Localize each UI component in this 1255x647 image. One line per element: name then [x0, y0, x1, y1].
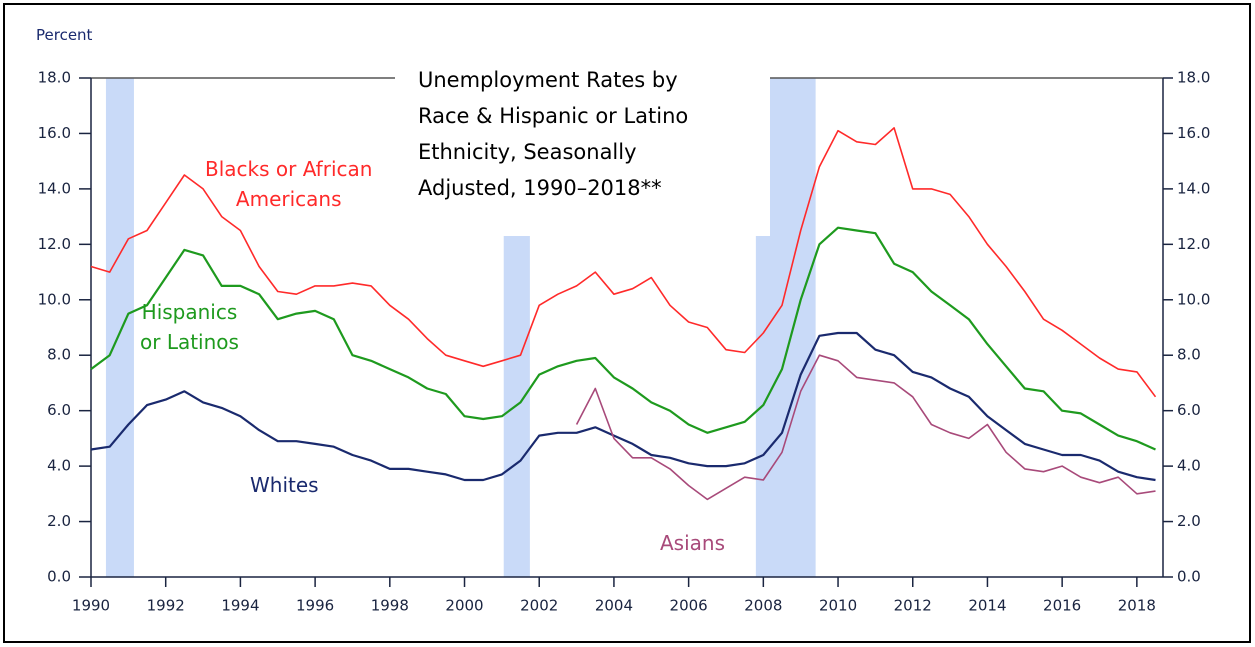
y2-tick-label: 10.0 [1177, 290, 1210, 308]
x-tick-label: 2016 [1043, 597, 1081, 615]
y-tick-label: 18.0 [38, 69, 71, 87]
y2-tick-label: 18.0 [1177, 69, 1210, 87]
y-tick-label: 16.0 [38, 124, 71, 142]
y-tick-label: 12.0 [38, 235, 71, 253]
series-label: Hispanics or Latinos [140, 300, 239, 354]
series-label: Blacks or African Americans [205, 157, 373, 211]
y-tick-label: 4.0 [47, 457, 71, 475]
x-tick-label: 2008 [744, 597, 782, 615]
y-tick-label: 8.0 [47, 346, 71, 364]
y2-tick-label: 0.0 [1177, 568, 1201, 586]
series-label: Asians [660, 531, 726, 555]
y-tick-label: 14.0 [38, 179, 71, 197]
series-line [90, 127, 1157, 398]
y2-tick-label: 12.0 [1177, 235, 1210, 253]
x-tick-label: 2012 [894, 597, 932, 615]
y2-tick-label: 8.0 [1177, 346, 1201, 364]
x-tick-label: 1992 [147, 597, 185, 615]
x-tick-label: 2000 [445, 597, 483, 615]
frame [3, 3, 1251, 643]
y-tick-label: 6.0 [47, 401, 71, 419]
y-tick-label: 10.0 [38, 290, 71, 308]
chart-title: Unemployment Rates by Race & Hispanic or… [418, 68, 689, 200]
series-label: Whites [250, 473, 319, 497]
y-axis-label: Percent [36, 26, 93, 44]
y2-tick-label: 6.0 [1177, 401, 1201, 419]
x-tick-label: 2006 [670, 597, 708, 615]
x-tick-label: 2010 [819, 597, 857, 615]
series-line [575, 354, 1156, 501]
x-tick-label: 1990 [72, 597, 110, 615]
title-background [395, 62, 770, 236]
x-tick-label: 1998 [371, 597, 409, 615]
x-tick-label: 2018 [1118, 597, 1156, 615]
x-tick-label: 2004 [595, 597, 633, 615]
series-line [90, 226, 1156, 451]
y-tick-label: 2.0 [47, 512, 71, 530]
series-line [90, 331, 1156, 482]
y2-tick-label: 2.0 [1177, 512, 1201, 530]
x-tick-label: 2014 [968, 597, 1006, 615]
x-tick-label: 1996 [296, 597, 334, 615]
y-tick-label: 0.0 [47, 568, 71, 586]
x-tick-label: 1994 [221, 597, 259, 615]
y2-tick-label: 14.0 [1177, 179, 1210, 197]
recession-band [105, 78, 134, 577]
y2-tick-label: 4.0 [1177, 457, 1201, 475]
x-tick-label: 2002 [520, 597, 558, 615]
y2-tick-label: 16.0 [1177, 124, 1210, 142]
